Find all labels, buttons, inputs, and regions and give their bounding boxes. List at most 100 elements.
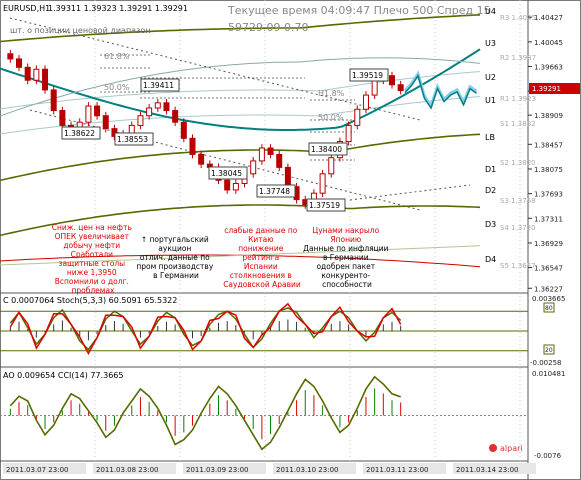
stoch-ticks: 80 20 0.003665 -0.00258 [530, 295, 565, 367]
candle-body [362, 94, 369, 110]
candle-body [232, 183, 239, 191]
candle-body [345, 124, 352, 143]
candle-body [50, 89, 57, 112]
candle-body [388, 75, 395, 86]
ma-line [0, 48, 481, 131]
price-box: 1.38400 [308, 142, 348, 156]
news-line: ↑ португальский [141, 235, 209, 244]
candle-body [267, 147, 274, 155]
news-line: рейтинга [242, 253, 279, 262]
price-tick: 1.40045 [534, 39, 563, 47]
stoch-tick: 20 [545, 347, 553, 354]
candle-body [59, 110, 66, 126]
news-line: Цунами накрыло [312, 226, 379, 235]
candle-body [250, 160, 257, 175]
time-tick-box [3, 463, 86, 474]
candle-body [7, 53, 14, 60]
band-line [0, 204, 481, 237]
news-line: Саудовской Аравии [223, 280, 301, 289]
band-line [0, 14, 481, 43]
cci-tick: 0.010481 [532, 370, 565, 378]
time-tick-box [273, 463, 356, 474]
symbol-label: EURUSD,H1 [3, 4, 50, 13]
price-box-text: 1.37748 [259, 187, 290, 196]
band-line [0, 245, 481, 266]
stoch-tick: -0.00258 [530, 359, 561, 367]
news-annotation: Цунами накрыло Японию Данные по инфляции… [303, 226, 391, 289]
stochastic-panel [0, 302, 528, 355]
news-line: Испании [244, 262, 278, 271]
price-box: 1.38045 [208, 166, 248, 180]
news-line: Китаю [248, 235, 273, 244]
news-line: ОПЕК увеличивает [55, 232, 130, 241]
stoch-tick: 80 [545, 305, 553, 312]
price-tick: 1.36227 [534, 285, 563, 293]
candle-body [258, 147, 265, 162]
time-tick: 2011.03.07 23:00 [6, 466, 68, 474]
price-tick: 1.38457 [534, 141, 563, 149]
price-tick: 1.40427 [534, 14, 563, 22]
current-price-box: 1.39291 [529, 83, 580, 94]
stoch-tick: 0.003665 [532, 295, 565, 303]
candle-body [224, 179, 231, 191]
fib-label: 50.0% [104, 83, 130, 92]
alpari-logo: alpari [489, 444, 523, 453]
candle-body [85, 105, 92, 123]
price-box: 1.37519 [306, 198, 346, 212]
price-tick: 1.39663 [534, 63, 563, 71]
news-line: Японию [330, 235, 361, 244]
forecast-line [404, 74, 477, 110]
candle-body [33, 68, 40, 81]
candle-body [276, 153, 283, 168]
ohlc-label: 1.39311 1.39323 1.39291 1.39291 [48, 4, 188, 13]
fib-label: 61.8% [104, 52, 130, 61]
pivot-value: R2 1.3987 [500, 54, 536, 62]
news-annotation: слабые данные по Китаю понижение рейтинг… [223, 226, 301, 289]
stoch-signal-line [9, 302, 402, 355]
pivot-value: R3 1.4045 [500, 14, 536, 22]
candle-body [154, 102, 161, 109]
time-axis: 2011.03.07 23:00 2011.03.08 23:00 2011.03.… [3, 463, 536, 474]
pivot-value: S3 1.3758 [500, 197, 536, 205]
news-line: Сниж. цен на нефть [52, 223, 132, 232]
time-tick: 2011.03.08 23:00 [96, 466, 158, 474]
candle-body [42, 68, 49, 91]
candle-body [146, 107, 153, 117]
pivot-name: U2 [485, 73, 496, 82]
ma-line [0, 57, 481, 117]
time-tick-box [183, 463, 266, 474]
forecast-path [403, 70, 478, 110]
candle-body [94, 105, 101, 117]
band-line [0, 133, 481, 182]
price-box: 1.38553 [114, 132, 154, 146]
candle-body [354, 108, 361, 126]
news-line: одобрен пакет [316, 262, 375, 271]
stoch-panel-label: C 0.0007064 Stoch(5,3,3) 60.5091 65.5322 [3, 296, 177, 305]
alpari-logo-icon [489, 444, 497, 452]
time-tick: 2011.03.09 23:00 [186, 466, 248, 474]
candle-body [284, 166, 291, 188]
price-box-text: 1.38045 [211, 169, 242, 178]
candle-body [319, 173, 326, 194]
stoch-main-line [9, 307, 402, 351]
news-line: слабые данные по [224, 226, 297, 235]
time-tick: 2011.03.10 23:00 [276, 466, 338, 474]
price-box-text: 1.38553 [117, 135, 148, 144]
time-tick: 2011.03.11 23:00 [366, 466, 428, 474]
candle-body [16, 58, 23, 68]
pivot-value: S5 1.3657 [500, 262, 536, 270]
price-box: 1.39411 [140, 78, 180, 92]
candle-body [24, 66, 31, 81]
news-line: столкновения в [230, 271, 292, 280]
cci-line [9, 375, 401, 451]
candle-body [163, 102, 170, 112]
pivot-value: R1 1.3923 [500, 95, 536, 103]
time-tick-box [453, 463, 536, 474]
candle-body [102, 115, 109, 130]
news-line: конкуренто- [321, 271, 370, 280]
pivot-name: U4 [485, 7, 496, 16]
time-tick: 2011.03.14 23:00 [456, 466, 518, 474]
price-tick: 1.36547 [534, 265, 563, 273]
